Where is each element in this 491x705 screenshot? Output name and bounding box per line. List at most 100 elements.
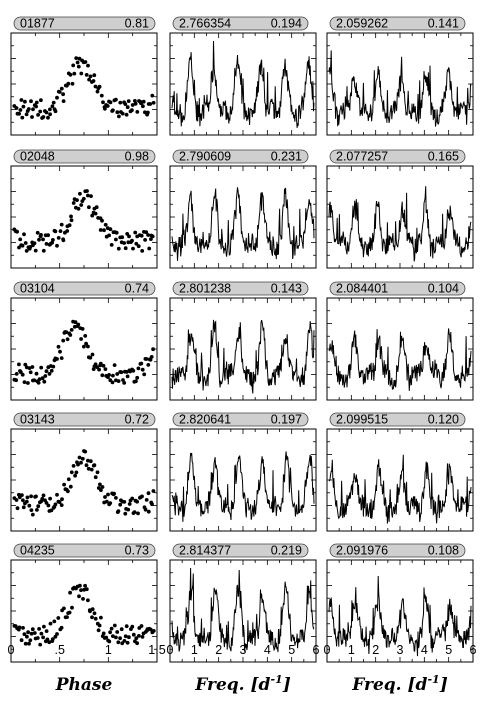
data-point xyxy=(18,108,23,112)
data-point xyxy=(75,198,79,203)
data-point xyxy=(23,99,27,104)
data-point xyxy=(51,238,55,242)
data-point xyxy=(88,355,93,360)
data-point xyxy=(126,507,131,512)
data-point xyxy=(140,635,145,639)
data-point xyxy=(104,635,109,640)
panel-id-label: 2.099515 xyxy=(336,413,388,427)
panel-id-label: 01877 xyxy=(20,17,55,31)
data-point xyxy=(84,463,89,468)
panel-label-spec1: 2.790609 0.231 xyxy=(172,150,309,164)
data-point xyxy=(150,93,155,98)
label-pill xyxy=(172,281,309,296)
axes-frame xyxy=(169,428,317,532)
data-point xyxy=(26,630,30,635)
data-point xyxy=(100,373,105,378)
panel-value-label: 0.108 xyxy=(428,544,459,558)
data-point xyxy=(71,201,76,205)
data-point xyxy=(30,365,35,369)
data-point xyxy=(93,84,98,89)
phase-panel xyxy=(10,165,158,269)
data-point xyxy=(79,337,83,341)
data-point xyxy=(48,496,52,501)
data-point xyxy=(120,111,125,116)
data-point xyxy=(112,491,116,496)
axes-frame xyxy=(10,32,158,136)
data-point xyxy=(46,503,51,508)
data-point xyxy=(86,193,90,198)
data-point xyxy=(144,498,149,502)
data-point xyxy=(32,241,37,246)
data-point xyxy=(41,115,46,119)
data-point xyxy=(149,237,153,242)
data-point xyxy=(59,503,64,507)
panel-label-spec2: 2.077257 0.165 xyxy=(329,150,466,164)
data-point xyxy=(119,370,124,375)
label-pill xyxy=(13,149,156,164)
data-point xyxy=(127,234,131,239)
data-point xyxy=(21,104,26,109)
data-point xyxy=(44,369,49,374)
panel-value-label: 0.231 xyxy=(271,150,302,164)
x-tick-label: 1 xyxy=(105,643,112,657)
data-point xyxy=(130,108,134,113)
data-point xyxy=(27,366,32,370)
data-point xyxy=(88,609,92,614)
data-point xyxy=(87,77,91,82)
x-tick-label: 5 xyxy=(288,643,295,657)
phase-panel xyxy=(10,297,158,401)
data-point xyxy=(86,63,90,68)
data-point xyxy=(135,110,140,114)
data-point xyxy=(42,624,46,629)
label-pill xyxy=(172,543,309,558)
panel-value-label: 0.104 xyxy=(428,282,459,296)
data-point xyxy=(133,230,138,235)
data-point xyxy=(79,588,83,592)
data-point xyxy=(114,496,118,500)
x-tick-label: 5 xyxy=(445,643,452,657)
data-point xyxy=(28,638,33,643)
data-point xyxy=(14,372,19,376)
data-point xyxy=(14,378,18,383)
panel-id-label: 2.084401 xyxy=(336,282,388,296)
data-point xyxy=(53,229,58,234)
data-point xyxy=(59,625,64,630)
label-pill xyxy=(13,16,156,31)
data-point xyxy=(35,636,40,640)
label-pill xyxy=(329,543,466,558)
x-tick-label: 1 xyxy=(348,643,355,657)
data-point xyxy=(92,73,97,78)
data-point xyxy=(43,374,48,378)
data-point xyxy=(109,243,114,247)
data-point xyxy=(30,115,34,119)
x-axis-label-text: Phase xyxy=(55,675,113,695)
panel-value-label: 0.141 xyxy=(428,17,459,31)
data-point xyxy=(112,363,117,367)
data-point xyxy=(89,194,93,199)
data-point xyxy=(29,508,34,512)
data-point xyxy=(149,355,154,359)
data-point xyxy=(34,494,38,499)
data-point xyxy=(136,366,141,371)
data-point xyxy=(45,637,50,642)
data-point xyxy=(47,640,52,645)
data-point xyxy=(93,362,98,367)
panel-label-spec1: 2.814377 0.219 xyxy=(172,543,309,558)
data-point xyxy=(58,229,63,234)
panel-value-label: 0.120 xyxy=(428,413,459,427)
axes-frame xyxy=(10,297,158,401)
data-point xyxy=(59,86,64,91)
data-point xyxy=(20,243,25,248)
data-point xyxy=(69,218,74,223)
data-point xyxy=(21,498,25,503)
data-point xyxy=(49,368,54,373)
data-point xyxy=(20,493,24,497)
data-point xyxy=(89,467,94,472)
data-point xyxy=(92,463,97,468)
data-point xyxy=(114,230,119,235)
data-point xyxy=(115,372,120,376)
data-point xyxy=(146,233,151,237)
data-point xyxy=(142,372,147,377)
panel-label-spec2: 2.091976 0.108 xyxy=(329,543,466,558)
